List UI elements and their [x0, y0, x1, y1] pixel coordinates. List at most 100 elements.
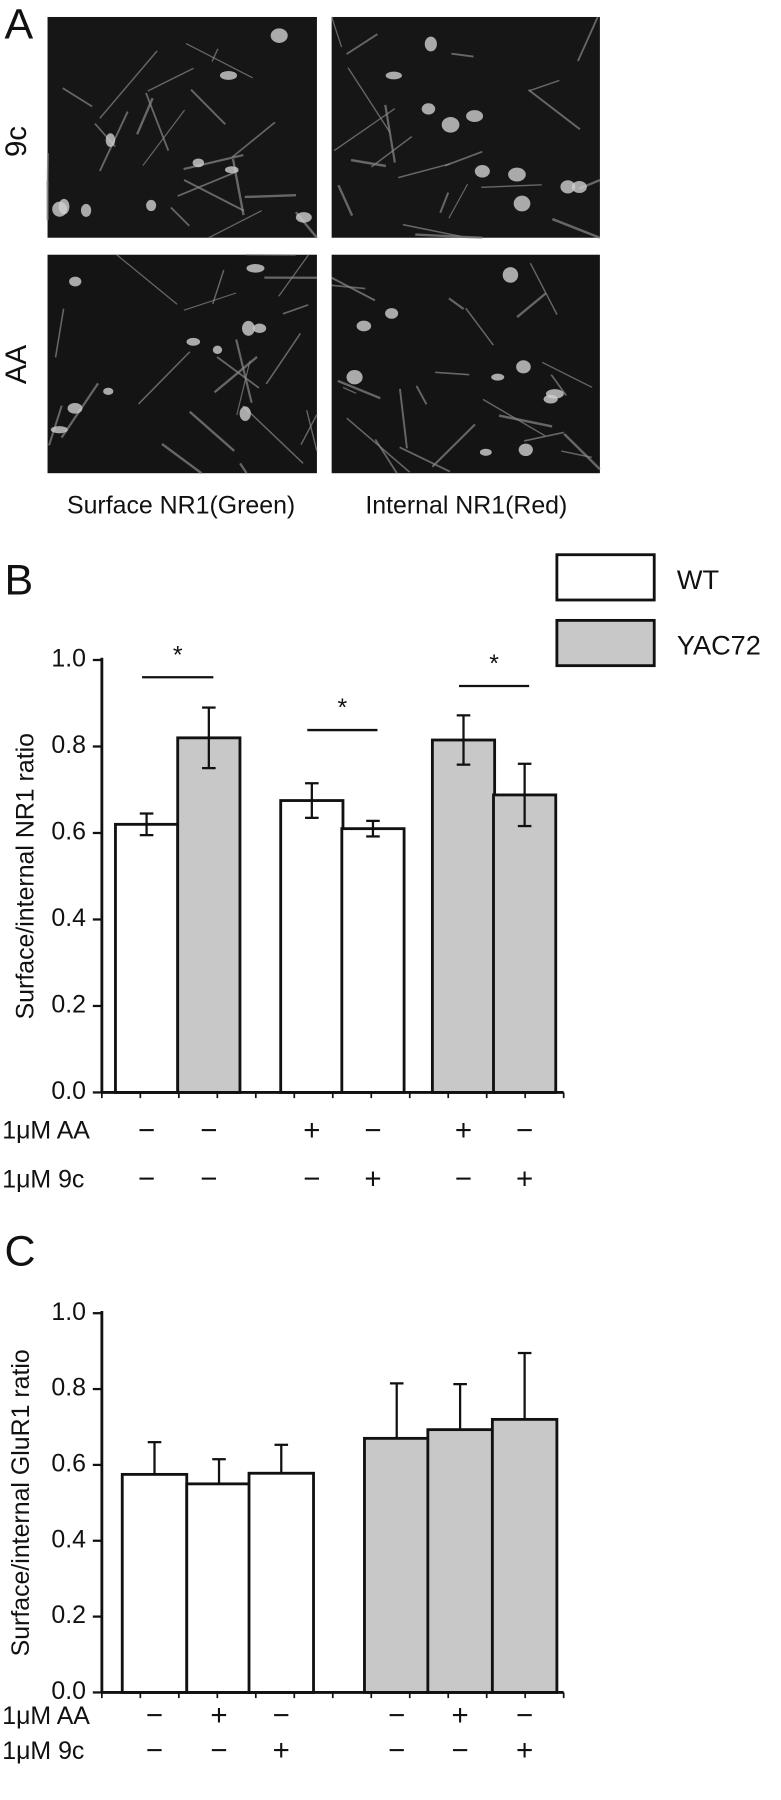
- neurite: [300, 414, 318, 446]
- legend-swatch: [555, 553, 656, 602]
- treatment-sign: −: [146, 1734, 163, 1767]
- neurite: [235, 339, 253, 403]
- neurite: [528, 89, 581, 131]
- bar: [490, 1417, 559, 1694]
- soma: [560, 180, 576, 194]
- soma: [105, 133, 116, 147]
- treatment-sign: +: [364, 1163, 381, 1196]
- bar: [430, 738, 497, 1094]
- legend-swatch: [555, 618, 656, 668]
- neurite: [278, 254, 310, 297]
- treatment-sign: +: [516, 1734, 533, 1767]
- neurite: [331, 284, 366, 290]
- y-tick-label: 1.0: [51, 645, 86, 673]
- micrograph: [331, 254, 600, 474]
- neurite: [331, 276, 376, 302]
- soma: [424, 36, 437, 52]
- bar: [114, 822, 180, 1094]
- neurite: [333, 108, 396, 152]
- neurite: [435, 371, 470, 376]
- neurite: [451, 52, 474, 58]
- soma: [356, 320, 372, 332]
- neurite: [161, 443, 203, 475]
- soma: [474, 165, 490, 178]
- neurite: [415, 385, 428, 405]
- y-tick-label: 0.6: [51, 1449, 86, 1477]
- treatment-sign: −: [388, 1734, 405, 1767]
- treatment-sign: +: [273, 1734, 290, 1767]
- neurite: [242, 405, 304, 464]
- soma: [421, 103, 436, 115]
- neurite: [399, 446, 451, 473]
- soma: [224, 166, 239, 174]
- neurite: [498, 414, 553, 428]
- neurite: [244, 194, 297, 199]
- neurite: [265, 333, 302, 385]
- soma: [479, 448, 492, 456]
- neurite: [212, 269, 225, 305]
- y-tick-label: 0.8: [51, 731, 86, 759]
- neurite: [236, 360, 251, 416]
- neurite: [561, 450, 592, 459]
- soma: [295, 212, 312, 223]
- neurite: [183, 179, 245, 212]
- soma: [219, 71, 238, 80]
- significance-star: *: [173, 641, 183, 669]
- neurite: [147, 67, 194, 92]
- micrograph: [47, 16, 317, 238]
- neurite: [306, 410, 318, 452]
- row-label: 9c: [0, 126, 33, 157]
- y-axis-label: Surface/internal NR1 ratio: [12, 733, 40, 1019]
- neurite: [528, 79, 560, 92]
- soma: [50, 426, 68, 434]
- treatment-sign: +: [303, 1114, 320, 1147]
- neurite: [550, 374, 567, 396]
- neurite: [99, 50, 158, 119]
- micrographs: [46, 16, 601, 475]
- neurite: [188, 410, 235, 452]
- neurite: [62, 87, 93, 108]
- panel-letter: B: [5, 556, 34, 604]
- neurite: [138, 351, 191, 405]
- neurite: [337, 379, 381, 400]
- legend-label: YAC72: [677, 630, 761, 661]
- bar: [363, 1436, 431, 1694]
- neurite: [439, 192, 450, 214]
- neurite: [347, 67, 391, 133]
- y-tick-label: 0.0: [51, 1677, 86, 1705]
- neurite: [54, 308, 65, 358]
- legend-label: WT: [677, 564, 719, 595]
- treatment-sign: −: [138, 1114, 155, 1147]
- neurite: [213, 355, 258, 394]
- neurite: [523, 431, 564, 442]
- neurite: [211, 48, 219, 62]
- panel-letter: C: [5, 1228, 36, 1276]
- treatment-sign: −: [364, 1114, 381, 1147]
- soma: [239, 406, 251, 421]
- treatment-sign: +: [455, 1114, 472, 1147]
- soma: [466, 110, 484, 123]
- y-tick-label: 0.4: [51, 904, 86, 932]
- row-label: AA: [0, 345, 33, 385]
- significance-star: *: [489, 650, 499, 678]
- soma: [441, 116, 460, 133]
- neurite: [331, 16, 343, 48]
- y-tick-label: 0.8: [51, 1374, 86, 1402]
- neurite: [448, 183, 469, 219]
- soma: [242, 320, 255, 336]
- neurite: [481, 184, 542, 188]
- treatment-sign: +: [210, 1699, 227, 1732]
- y-tick-label: 1.0: [51, 1298, 86, 1326]
- neurite: [185, 43, 253, 79]
- panel-letter: A: [5, 1, 34, 49]
- neurite: [116, 254, 178, 305]
- neurite: [415, 233, 483, 239]
- neurite: [444, 150, 483, 167]
- y-tick-label: 0.0: [51, 1077, 86, 1105]
- treatment-sign: −: [455, 1163, 472, 1196]
- treatment-sign: −: [452, 1734, 469, 1767]
- soma: [252, 323, 267, 334]
- soma: [146, 199, 157, 212]
- neurite: [183, 154, 244, 171]
